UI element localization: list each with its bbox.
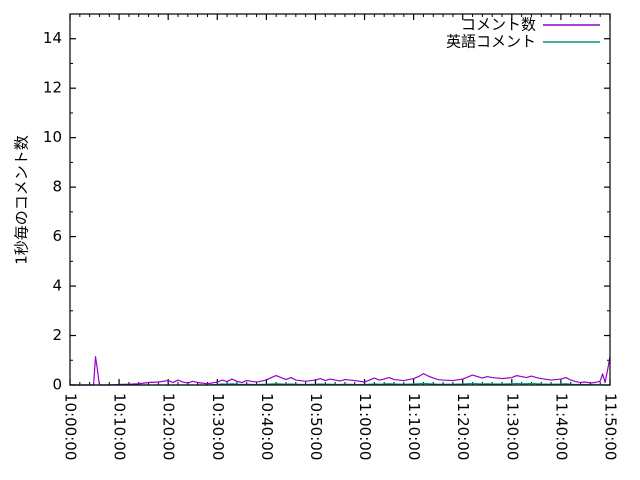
plot-frame (69, 13, 611, 386)
y-tick-label: 6 (52, 227, 62, 245)
axis-tick-marks (69, 13, 611, 386)
y-tick-label: 12 (43, 79, 62, 97)
y-axis-title: 1秒毎のコメント数 (13, 135, 31, 265)
x-tick-label: 10:20:00 (160, 393, 178, 460)
y-axis-title-group: 1秒毎のコメント数 (13, 135, 31, 265)
x-tick-label: 10:10:00 (111, 393, 129, 460)
x-tick-label: 10:50:00 (307, 393, 325, 460)
x-tick-label: 11:40:00 (552, 393, 570, 460)
x-tick-label: 11:30:00 (503, 393, 521, 460)
x-tick-label: 11:10:00 (405, 393, 423, 460)
series-line-1 (69, 355, 611, 386)
y-tick-label: 4 (52, 277, 62, 295)
y-tick-label: 10 (43, 128, 62, 146)
x-tick-label: 11:20:00 (454, 393, 472, 460)
x-axis-tick-labels: 10:00:00 10:10:00 10:20:00 10:30:00 10:40:00… (62, 393, 620, 460)
x-tick-label: 10:00:00 (62, 393, 80, 460)
y-tick-label: 8 (52, 178, 62, 196)
legend-label-2: 英語コメント (446, 33, 536, 51)
y-axis-tick-labels: 0 2 4 6 8 10 12 14 (43, 29, 62, 393)
x-tick-label: 10:40:00 (258, 393, 276, 460)
y-tick-label: 0 (52, 376, 62, 394)
y-tick-label: 14 (43, 29, 62, 47)
legend-label-1: コメント数 (461, 16, 536, 34)
y-tick-label: 2 (52, 326, 62, 344)
x-tick-label: 11:00:00 (356, 393, 374, 460)
x-tick-label: 10:30:00 (209, 393, 227, 460)
series-layer (69, 355, 611, 386)
x-tick-label: 11:50:00 (602, 393, 620, 460)
